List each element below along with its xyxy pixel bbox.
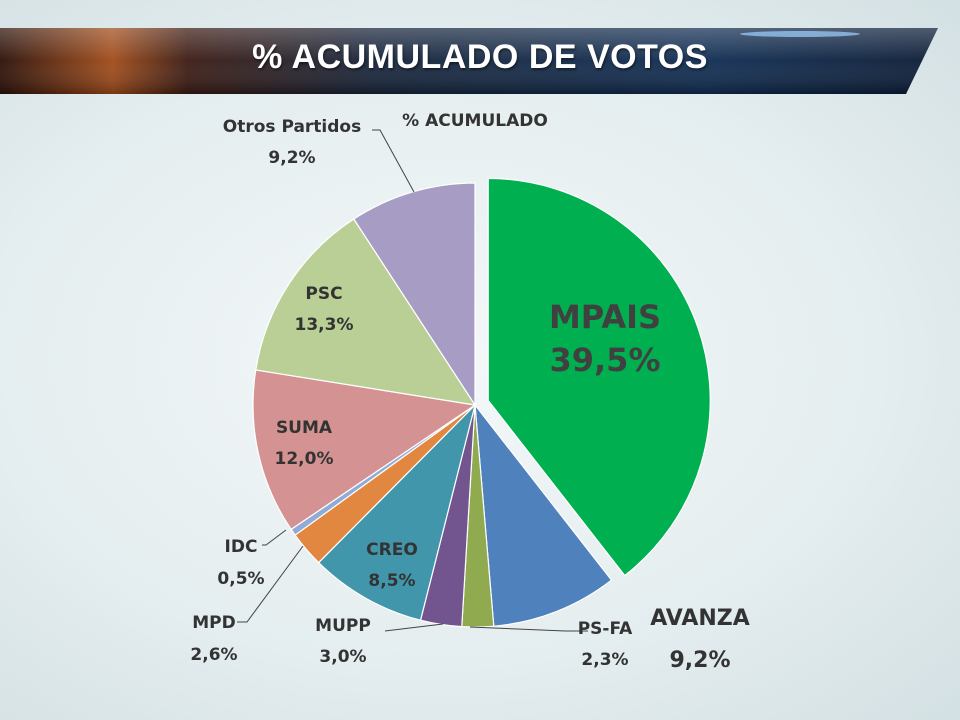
slice-value-mpd: 2,6% <box>190 645 237 665</box>
chart-title: % ACUMULADO <box>402 111 548 131</box>
slice-suma <box>252 369 477 531</box>
slice-name-ps-fa: PS-FA <box>578 619 633 639</box>
leader-line-mpd <box>237 545 304 623</box>
slice-name-otros-partidos: Otros Partidos <box>223 117 361 137</box>
leader-line-mupp <box>384 623 444 632</box>
banner-background <box>0 28 938 94</box>
slice-name-mupp: MUPP <box>315 616 371 636</box>
slice-name-psc: PSC <box>305 284 342 304</box>
slice-value-mupp: 3,0% <box>319 647 366 667</box>
leader-line-otros-partidos <box>372 129 415 193</box>
slice-psc <box>255 218 477 406</box>
leader-line-ps-fa <box>469 626 588 632</box>
slice-value-avanza: 9,2% <box>669 648 730 673</box>
slice-value-mpais: 39,5% <box>549 341 660 379</box>
slice-avanza <box>474 403 613 627</box>
slice-name-mpais: MPAIS <box>549 298 661 336</box>
page-title: % ACUMULADO DE VOTOS <box>252 37 708 76</box>
slice-value-otros-partidos: 9,2% <box>268 148 315 168</box>
slice-value-psc: 13,3% <box>295 315 354 335</box>
title-banner: % ACUMULADO DE VOTOS <box>0 28 960 94</box>
slice-value-idc: 0,5% <box>217 569 264 589</box>
leader-line-idc <box>262 529 287 546</box>
slice-value-suma: 12,0% <box>275 449 334 469</box>
slice-name-idc: IDC <box>225 537 258 557</box>
slice-value-creo: 8,5% <box>368 571 415 591</box>
slice-value-ps-fa: 2,3% <box>581 650 628 670</box>
slice-creo <box>317 403 477 621</box>
slice-name-mpd: MPD <box>192 613 236 633</box>
slice-name-avanza: AVANZA <box>650 606 749 631</box>
slice-otros-partidos <box>352 182 476 408</box>
slice-name-suma: SUMA <box>276 418 333 438</box>
slice-mpais <box>487 177 711 577</box>
slice-name-creo: CREO <box>366 540 418 560</box>
